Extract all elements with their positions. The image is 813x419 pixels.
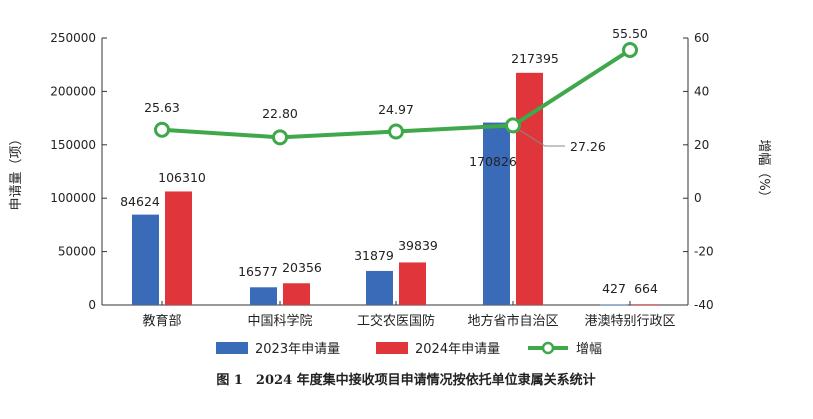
- bar-label-2024: 39839: [398, 238, 438, 253]
- right-tick-label: 20: [694, 138, 709, 152]
- category-label: 教育部: [142, 313, 181, 329]
- figure-caption: 图 1 2024 年度集中接收项目申请情况按依托单位隶属关系统计: [216, 372, 595, 388]
- bar-2024: [633, 304, 660, 306]
- bar-2024: [283, 283, 310, 305]
- right-tick-label: 60: [694, 31, 709, 45]
- bar-label-2023: 427: [602, 281, 626, 296]
- growth-label: 24.97: [378, 102, 414, 117]
- bar-2024: [399, 262, 426, 305]
- growth-point: [388, 123, 404, 140]
- bar-2023: [600, 304, 627, 306]
- bar-label-2023: 31879: [354, 248, 394, 263]
- legend-label-2024: 2024年申请量: [415, 342, 500, 357]
- bar-label-2024: 664: [634, 281, 658, 296]
- right-tick-label: -20: [694, 245, 714, 259]
- y-axis-title-left: 申请量（项）: [9, 132, 24, 210]
- category-label: 港澳特别行政区: [584, 313, 675, 329]
- bar-label-2023: 84624: [120, 194, 160, 209]
- bar-label-2024: 217395: [511, 51, 559, 66]
- legend-marker-growth: [541, 341, 555, 355]
- growth-line: [154, 42, 638, 146]
- bar-label-2023: 16577: [238, 264, 278, 279]
- legend-label-growth: 增幅: [576, 342, 602, 357]
- bar-label-2024: 106310: [158, 170, 206, 185]
- left-tick-label: 100000: [50, 191, 96, 205]
- bar-2024: [165, 191, 192, 305]
- bar-label-2024: 20356: [282, 260, 322, 275]
- bars: [132, 72, 660, 306]
- legend-swatch-2024: [376, 342, 408, 354]
- y-axis-title-right: 增幅（%）: [756, 139, 771, 203]
- right-tick-label: -40: [694, 298, 714, 312]
- bar-2024: [516, 72, 543, 305]
- left-tick-label: 200000: [50, 84, 96, 98]
- bar-label-2023: 170826: [469, 154, 517, 169]
- bar-2023: [250, 287, 277, 305]
- growth-label: 27.26: [570, 139, 606, 154]
- bar-2023: [483, 122, 510, 305]
- legend-swatch-2023: [216, 342, 248, 354]
- bar-2023: [132, 214, 159, 305]
- left-tick-label: 50000: [58, 245, 96, 259]
- legend-label-2023: 2023年申请量: [255, 342, 340, 357]
- growth-label: 55.50: [612, 26, 648, 41]
- right-tick-label: 0: [694, 191, 702, 205]
- category-label: 中国科学院: [247, 313, 312, 329]
- growth-point: [505, 117, 521, 134]
- left-tick-label: 0: [88, 298, 96, 312]
- bar-2023: [366, 270, 393, 305]
- category-label: 地方省市自治区: [467, 313, 558, 329]
- growth-point: [154, 121, 170, 138]
- growth-label-leader: [519, 129, 565, 147]
- axes: 0 50000 100000 150000 200000 250000 -40 -20 0 20 4…: [9, 31, 771, 329]
- right-tick-label: 40: [694, 84, 709, 98]
- left-tick-label: 250000: [50, 31, 96, 45]
- growth-label: 25.63: [144, 100, 180, 115]
- growth-label: 22.80: [262, 106, 298, 121]
- left-tick-label: 150000: [50, 138, 96, 152]
- legend: 2023年申请量 2024年申请量 增幅: [216, 341, 602, 357]
- growth-point: [622, 42, 638, 59]
- category-label: 工交农医国防: [357, 313, 435, 329]
- growth-point: [272, 129, 288, 146]
- data-labels: 84624 106310 16577 20356 31879 39839 170826 217…: [120, 26, 658, 296]
